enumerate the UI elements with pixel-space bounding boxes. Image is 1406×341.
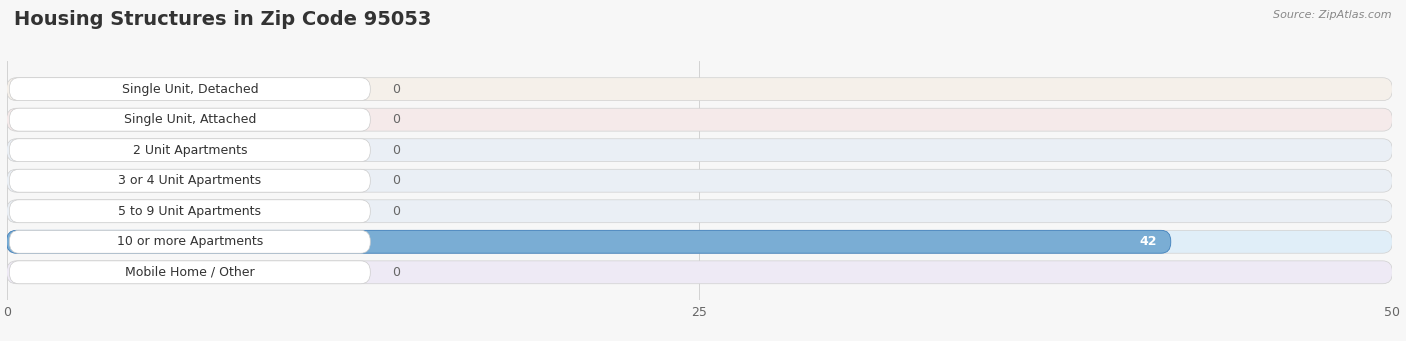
FancyBboxPatch shape [10,200,370,223]
Text: Mobile Home / Other: Mobile Home / Other [125,266,254,279]
Text: Single Unit, Detached: Single Unit, Detached [121,83,259,96]
Text: 5 to 9 Unit Apartments: 5 to 9 Unit Apartments [118,205,262,218]
Text: 10 or more Apartments: 10 or more Apartments [117,235,263,248]
Text: 0: 0 [392,174,401,187]
Text: 0: 0 [392,205,401,218]
Text: 0: 0 [392,266,401,279]
Text: 3 or 4 Unit Apartments: 3 or 4 Unit Apartments [118,174,262,187]
FancyBboxPatch shape [7,230,1171,253]
Text: 0: 0 [392,83,401,96]
Text: 0: 0 [392,144,401,157]
FancyBboxPatch shape [10,108,370,131]
FancyBboxPatch shape [10,261,370,284]
FancyBboxPatch shape [10,78,370,101]
FancyBboxPatch shape [7,261,1392,284]
FancyBboxPatch shape [7,78,1392,101]
Text: 0: 0 [392,113,401,126]
Text: Source: ZipAtlas.com: Source: ZipAtlas.com [1274,10,1392,20]
FancyBboxPatch shape [10,230,370,253]
FancyBboxPatch shape [7,139,1392,162]
FancyBboxPatch shape [10,169,370,192]
Text: 2 Unit Apartments: 2 Unit Apartments [132,144,247,157]
FancyBboxPatch shape [7,169,1392,192]
FancyBboxPatch shape [10,139,370,162]
Text: Single Unit, Attached: Single Unit, Attached [124,113,256,126]
FancyBboxPatch shape [7,230,1392,253]
FancyBboxPatch shape [7,200,1392,223]
FancyBboxPatch shape [7,108,1392,131]
Text: Housing Structures in Zip Code 95053: Housing Structures in Zip Code 95053 [14,10,432,29]
Text: 42: 42 [1139,235,1157,248]
